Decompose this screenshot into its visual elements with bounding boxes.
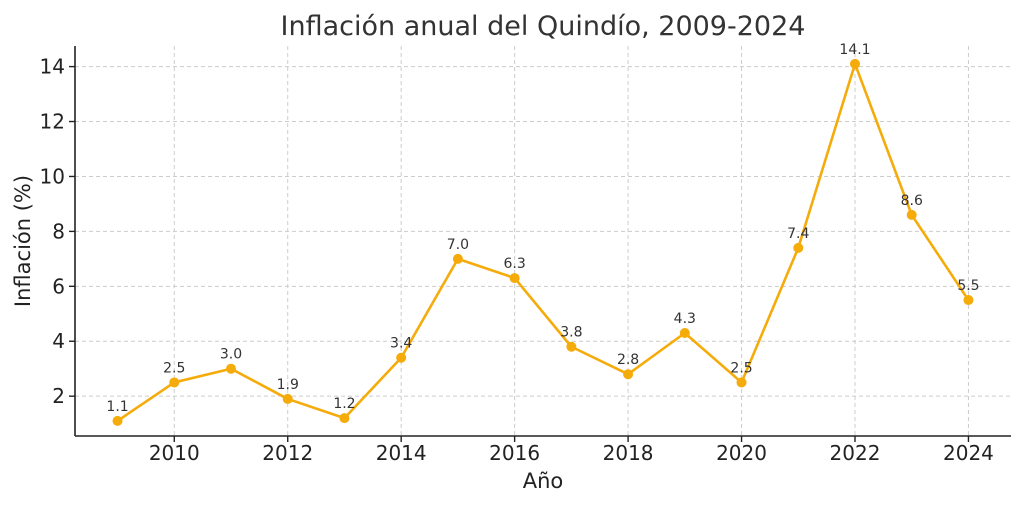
data-point <box>112 415 123 426</box>
y-tick-label: 4 <box>52 329 65 353</box>
data-label: 6.3 <box>504 256 526 272</box>
data-point <box>509 273 520 284</box>
data-point <box>623 369 634 380</box>
data-label: 2.8 <box>617 352 639 368</box>
data-label: 1.1 <box>106 399 128 415</box>
data-point <box>169 377 180 388</box>
x-axis-label: Año <box>523 469 564 493</box>
y-tick-label: 10 <box>40 164 65 188</box>
x-tick-label: 2010 <box>149 441 200 465</box>
data-label: 7.4 <box>787 226 809 242</box>
x-tick-label: 2012 <box>262 441 313 465</box>
data-label: 1.9 <box>277 377 299 393</box>
data-point <box>226 363 236 374</box>
x-tick-label: 2022 <box>830 441 881 465</box>
data-point <box>736 377 747 388</box>
data-point <box>906 209 917 220</box>
data-labels: 1.1 2.5 3.0 1.9 1.2 3.4 7.0 6.3 3.8 2.8 4.3 2.5 7.4 1… <box>106 42 979 415</box>
data-label: 1.2 <box>333 396 355 412</box>
data-point <box>850 58 860 69</box>
series <box>112 58 974 426</box>
data-label: 3.0 <box>220 347 242 363</box>
data-point <box>339 413 350 424</box>
x-tick-label: 2018 <box>603 441 654 465</box>
y-tick-label: 6 <box>52 274 65 298</box>
x-tick-label: 2014 <box>376 441 427 465</box>
data-point <box>566 341 577 352</box>
ticks: 2010 2012 2014 2016 2018 2020 2022 2024 2 4 6 8 10 12… <box>40 55 994 465</box>
data-point <box>793 242 804 253</box>
data-label: 3.4 <box>390 336 412 352</box>
data-point <box>679 328 690 339</box>
y-axis-label: Inflación (%) <box>11 175 35 307</box>
y-tick-label: 12 <box>40 110 65 134</box>
data-label: 4.3 <box>674 311 696 327</box>
data-label: 5.5 <box>957 278 979 294</box>
y-tick-label: 2 <box>52 384 65 408</box>
data-label: 2.5 <box>730 360 752 376</box>
y-tick-label: 14 <box>40 55 65 79</box>
data-point <box>282 393 293 404</box>
x-tick-label: 2024 <box>943 441 994 465</box>
x-tick-label: 2020 <box>716 441 767 465</box>
data-label: 3.8 <box>560 325 582 341</box>
x-tick-label: 2016 <box>489 441 540 465</box>
data-label: 8.6 <box>901 193 923 209</box>
chart-title: Inflación anual del Quindío, 2009-2024 <box>281 11 806 42</box>
data-point <box>396 352 407 363</box>
data-label: 2.5 <box>163 360 185 376</box>
data-point <box>452 253 463 264</box>
data-point <box>963 295 974 306</box>
y-tick-label: 8 <box>52 219 65 243</box>
data-label: 14.1 <box>839 42 870 58</box>
data-label: 7.0 <box>447 237 469 253</box>
series-line <box>116 62 970 422</box>
